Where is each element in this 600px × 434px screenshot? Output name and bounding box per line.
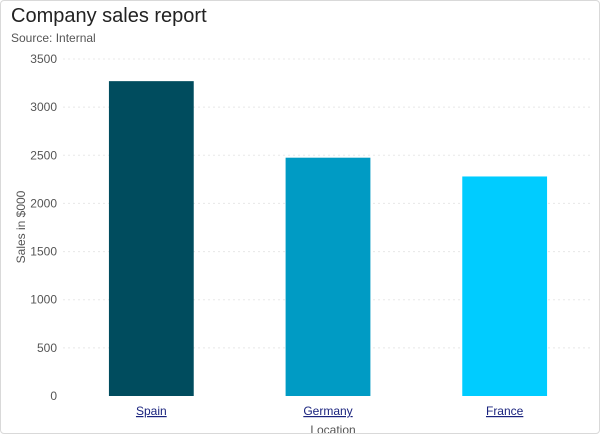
y-axis-title: Sales in $000 [14,190,28,263]
x-category-link-spain[interactable]: Spain [136,404,167,418]
bar-spain[interactable] [108,81,194,396]
y-tick-label: 1500 [30,245,57,259]
x-axis-ticks: Spain Germany France [136,404,524,418]
x-category-link-france[interactable]: France [486,404,524,418]
x-category-link-germany[interactable]: Germany [303,404,352,418]
y-tick-label: 500 [37,341,57,355]
chart-subtitle: Source: Internal [11,31,96,45]
y-tick-label: 0 [50,389,57,403]
bar-france[interactable] [462,176,548,396]
y-tick-label: 3500 [30,52,57,66]
chart-title: Company sales report [11,5,207,27]
x-axis-title: Location [310,423,355,433]
bar-germany[interactable] [285,157,371,396]
bars [108,81,548,396]
y-tick-label: 3000 [30,100,57,114]
y-axis-ticks: 0 500 1000 1500 2000 2500 3000 3500 [30,52,57,403]
y-tick-label: 2500 [30,148,57,162]
y-tick-label: 2000 [30,196,57,210]
y-tick-label: 1000 [30,293,57,307]
